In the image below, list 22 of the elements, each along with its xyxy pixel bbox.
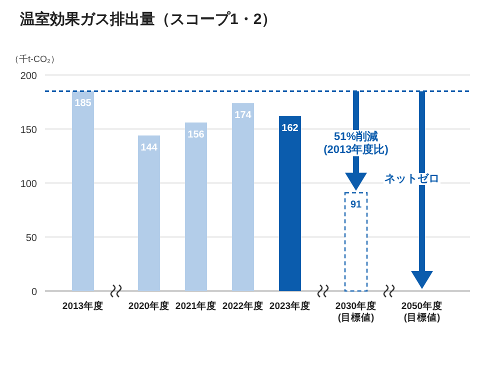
data-label: 174 <box>234 110 252 122</box>
data-label: 91 <box>350 200 362 211</box>
data-label: 185 <box>74 98 92 110</box>
y-tick-label: 200 <box>20 71 38 82</box>
annotation: ネットゼロ <box>384 173 440 185</box>
annotation: 51%削減 (2013年度比) <box>324 130 389 156</box>
y-axis-title: （千t-CO₂） <box>10 54 60 64</box>
data-label: 156 <box>188 130 205 141</box>
x-tick-label: 2013年度 <box>62 300 104 312</box>
x-tick-label: 2050年度 (目標値) <box>401 300 443 324</box>
x-tick-label: 2030年度 (目標値) <box>335 300 377 324</box>
y-tick-label: 0 <box>31 287 38 298</box>
chart-title: 温室効果ガス排出量（スコープ1・2） <box>19 10 277 28</box>
x-tick-label: 2020年度 <box>128 300 170 312</box>
y-tick-label: 100 <box>20 179 38 190</box>
data-label: 144 <box>140 142 158 154</box>
data-label: 162 <box>282 123 299 134</box>
y-tick-label: 150 <box>20 125 38 136</box>
x-tick-label: 2022年度 <box>222 300 264 312</box>
y-tick-label: 50 <box>26 233 38 244</box>
x-tick-label: 2021年度 <box>175 300 217 312</box>
x-tick-label: 2023年度 <box>269 300 311 312</box>
